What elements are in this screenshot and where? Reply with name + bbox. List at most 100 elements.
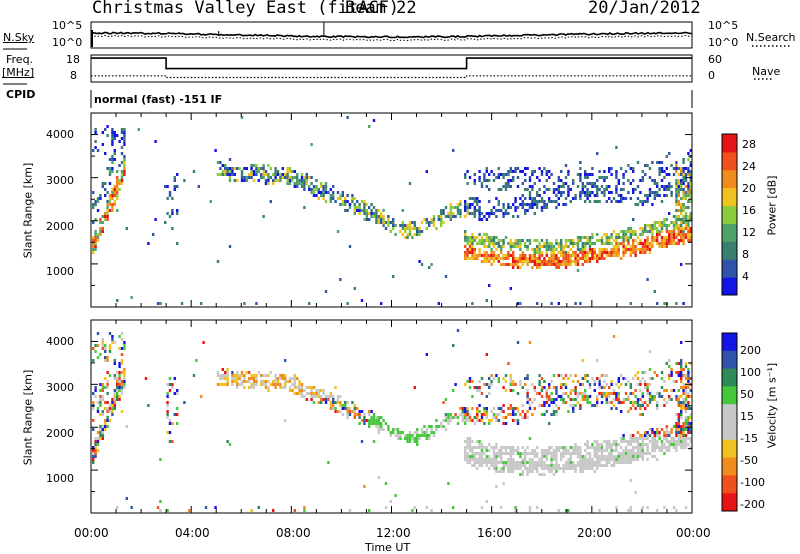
heat-cell [615,170,618,173]
heat-cell [401,233,404,236]
heat-cell [677,404,680,407]
heat-cell [495,485,498,488]
heat-cell [593,389,596,392]
heat-cell [689,236,692,239]
freq-left-bottom-tick: 8 [70,69,77,82]
heat-cell [538,194,541,197]
heat-cell [276,179,280,182]
heat-cell [524,203,527,206]
heat-cell [550,263,553,266]
heat-cell [264,170,268,173]
heat-cell [315,395,318,398]
heat-cell [324,200,328,203]
heat-cell [101,398,104,401]
heat-cell [538,392,541,395]
heat-cell [507,464,510,467]
heat-cell [264,182,268,185]
heat-cell [576,236,580,239]
heat-cell [293,170,296,173]
heat-cell [646,383,649,386]
heat-cell [408,182,412,185]
heat-cell [507,257,510,260]
heat-cell [524,413,527,416]
heat-cell [605,200,608,203]
heat-cell [636,452,640,455]
heat-cell [252,374,256,377]
heat-cell [488,386,491,389]
heat-cell [576,452,580,455]
heat-cell [104,218,107,221]
heat-cell [598,443,601,446]
heat-cell [99,197,102,200]
heat-cell [166,431,169,434]
heat-cell [557,467,560,470]
heat-cell [245,179,248,182]
heat-cell [564,182,568,185]
heat-cell [629,449,632,452]
cpid-label: CPID [6,88,36,101]
heat-cell [564,446,568,449]
heat-cell [600,248,604,251]
heat-cell [629,506,632,509]
heat-cell [665,449,668,452]
heat-cell [528,197,532,200]
heat-cell [680,437,683,440]
heat-cell [524,467,527,470]
heat-cell [243,380,246,383]
heat-cell [627,236,630,239]
heat-cell [524,254,527,257]
heat-cell [171,227,174,230]
heat-cell [668,230,671,233]
heat-cell [377,419,380,422]
heat-cell [588,260,592,263]
heat-cell [416,431,419,434]
heat-cell [276,383,280,386]
heat-cell [468,245,472,248]
heat-cell [293,377,296,380]
heat-cell [514,413,517,416]
heat-cell [682,158,685,161]
heat-cell [507,185,510,188]
velocity-cbar-tick: 100 [740,366,761,379]
heat-cell [478,209,481,212]
heat-cell [675,509,678,512]
heat-cell [624,197,628,200]
heat-cell [562,182,565,185]
heat-cell [670,398,673,401]
heat-cell [300,386,304,389]
heat-cell [504,446,508,449]
heat-cell [512,257,515,260]
heat-cell [226,170,229,173]
heat-cell [608,392,611,395]
heat-cell [660,167,664,170]
heat-cell [526,389,529,392]
heat-cell [641,413,644,416]
heat-cell [557,191,560,194]
heat-cell [432,431,436,434]
heat-cell [675,395,678,398]
heat-cell [341,407,344,410]
heat-cell [512,413,515,416]
heat-cell [660,185,664,188]
heat-cell [495,242,498,245]
heat-cell [468,242,472,245]
heat-cell [567,509,570,512]
heat-cell [576,395,580,398]
heat-cell [509,242,512,245]
heat-cell [579,446,582,449]
heat-cell [502,482,505,485]
heat-cell [675,449,678,452]
heat-cell [569,398,572,401]
x-tick-label: 12:00 [376,526,411,540]
heat-cell [435,419,438,422]
heat-cell [680,362,683,365]
heat-cell [644,251,647,254]
heat-cell [682,227,685,230]
heat-cell [675,203,678,206]
heat-cell [552,182,556,185]
heat-cell [564,260,568,263]
heat-cell [560,455,563,458]
heat-cell [540,206,544,209]
heat-cell [552,473,556,476]
heat-cell [339,197,342,200]
